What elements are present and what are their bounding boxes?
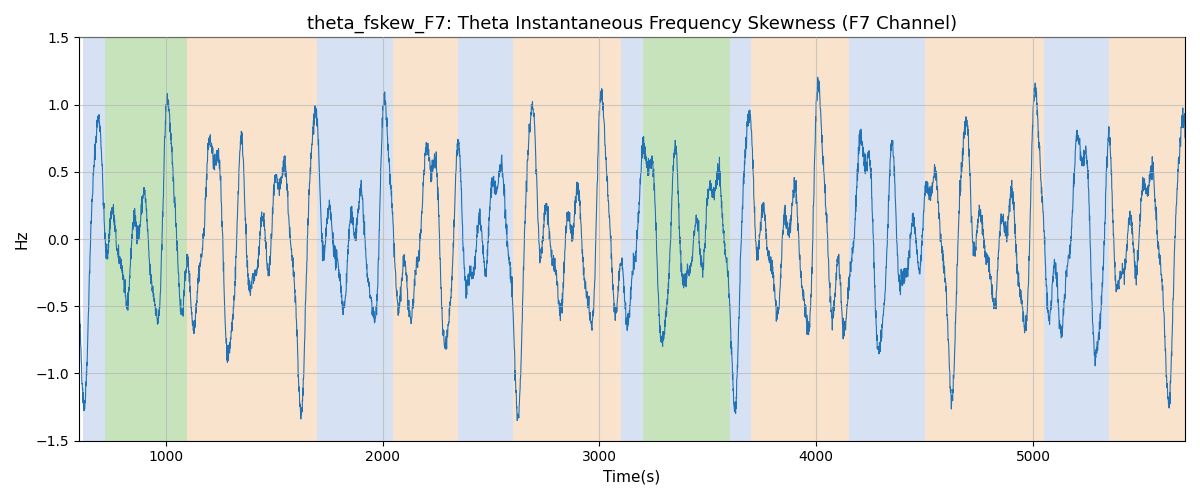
Bar [394, 38, 458, 440]
Bar [512, 38, 622, 440]
Y-axis label: Hz: Hz [14, 230, 30, 249]
Bar [187, 38, 318, 440]
Bar [104, 38, 187, 440]
X-axis label: Time(s): Time(s) [604, 470, 660, 485]
Bar [622, 38, 643, 440]
Bar [83, 38, 104, 440]
Bar [848, 38, 925, 440]
Bar [458, 38, 512, 440]
Bar [730, 38, 751, 440]
Title: theta_fskew_F7: Theta Instantaneous Frequency Skewness (F7 Channel): theta_fskew_F7: Theta Instantaneous Freq… [307, 15, 958, 34]
Bar [751, 38, 848, 440]
Bar [643, 38, 730, 440]
Bar [318, 38, 394, 440]
Bar [1109, 38, 1184, 440]
Bar [925, 38, 1044, 440]
Bar [1044, 38, 1109, 440]
